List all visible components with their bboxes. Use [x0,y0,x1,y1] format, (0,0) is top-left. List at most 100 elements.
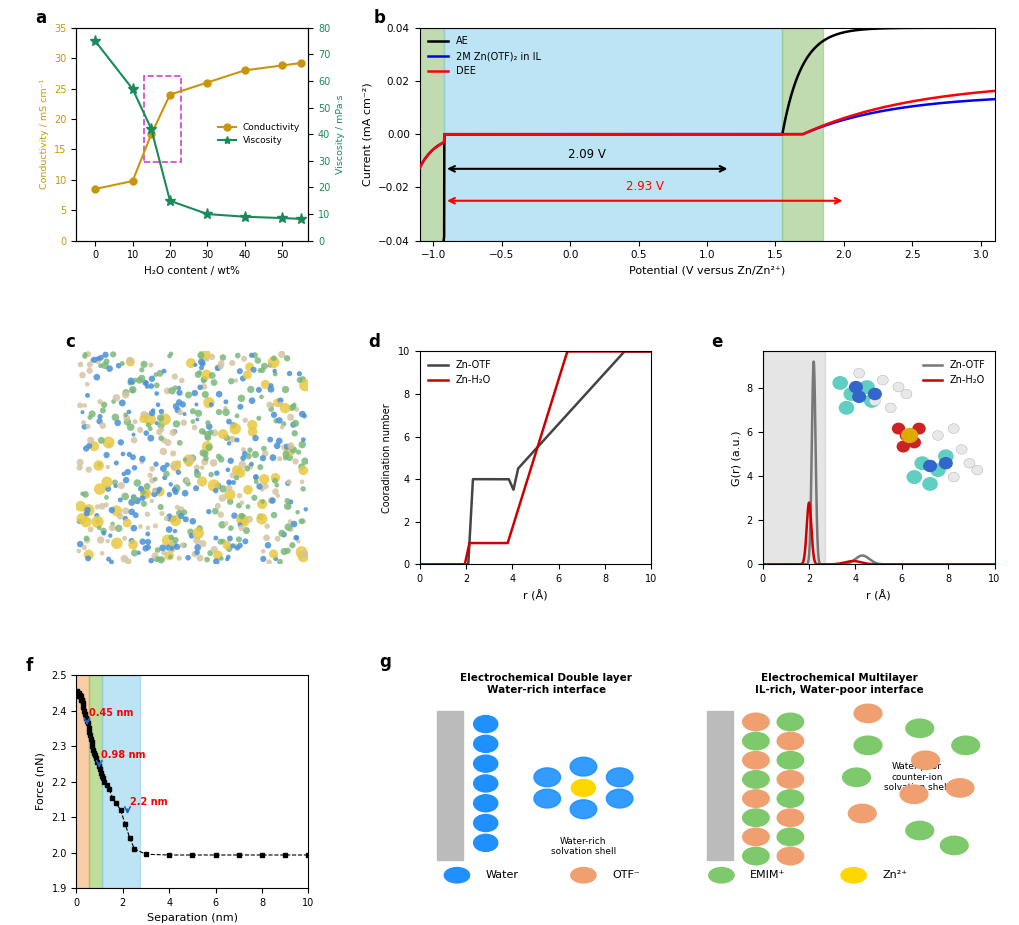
Point [114,356,130,371]
Zn-OTF [425,559,437,570]
Point [168,399,184,413]
AE [633,129,645,140]
2M Zn(OTF)₂ in IL [479,129,491,140]
Point [266,364,282,378]
Point [287,454,304,469]
Point [124,383,141,398]
Point [289,534,306,549]
Point [72,499,89,513]
X-axis label: r (Å): r (Å) [865,589,890,601]
Point [144,406,160,421]
Point [141,417,157,432]
Zn-OTF [645,346,657,357]
Point [98,498,114,512]
Point [81,462,97,477]
Bar [444,28,782,240]
Point [254,494,270,509]
Zn-OTF [413,559,425,570]
Point [279,499,296,513]
Text: Water-poor
counter-ion
solvation shell: Water-poor counter-ion solvation shell [883,762,949,792]
Point [265,355,281,370]
Point [234,450,251,465]
Point [159,457,175,472]
Zn-OTF [938,559,951,570]
Zn-H₂O [868,559,880,570]
Point [98,354,114,369]
Point [200,427,216,442]
Ellipse shape [905,821,932,840]
Point [155,444,171,459]
Point [96,524,112,538]
Point [136,497,152,512]
Point [82,357,98,372]
Point [121,447,138,462]
Zn-H₂O [980,559,993,570]
Point [195,356,211,371]
Point [213,360,229,375]
Point [291,373,308,388]
Point [79,388,96,402]
Point [244,417,260,432]
Point [197,446,213,461]
Point [101,362,117,376]
Y-axis label: Viscosity / mPa·s: Viscosity / mPa·s [335,94,344,174]
Point [150,398,166,413]
Point [144,462,160,476]
Point [104,502,120,517]
Point [218,405,234,420]
Point [140,540,156,555]
Zn-H₂O [645,346,657,357]
Point [112,492,128,507]
Point [116,531,132,546]
Ellipse shape [841,868,865,882]
Bar [102,675,141,888]
Point [90,514,106,529]
Point [93,533,109,548]
Point [247,348,263,363]
Point [98,490,114,505]
Point [178,474,195,488]
Point [92,482,108,497]
Point [293,514,310,529]
Point [219,462,235,477]
Ellipse shape [776,771,803,788]
Point [168,416,184,431]
Point [189,545,205,560]
Point [209,361,225,376]
AE [914,22,926,33]
Point [169,402,185,417]
Point [92,409,108,424]
Point [225,418,242,433]
Zn-OTF [595,370,607,381]
Point [142,412,158,426]
Point [90,352,106,366]
Point [157,470,173,485]
Point [280,520,297,535]
Point [153,418,169,433]
Ellipse shape [473,815,497,832]
Point [76,349,93,364]
Point [234,371,251,386]
Point [79,502,96,517]
Ellipse shape [742,751,768,769]
Point [255,450,271,465]
Point [146,487,162,501]
Point [108,503,124,518]
Ellipse shape [473,716,497,733]
2M Zn(OTF)₂ in IL [658,129,671,140]
Point [109,536,125,550]
Point [171,395,187,410]
Point [119,414,136,429]
Point [287,416,304,431]
Point [156,364,172,378]
Point [115,466,131,481]
Point [285,517,302,532]
Point [201,395,217,410]
Point [248,431,264,446]
Y-axis label: Cooradination number: Cooradination number [382,403,391,512]
Ellipse shape [946,779,973,797]
Point [296,409,312,424]
Point [124,382,141,397]
Point [125,490,142,505]
Point [186,420,203,435]
